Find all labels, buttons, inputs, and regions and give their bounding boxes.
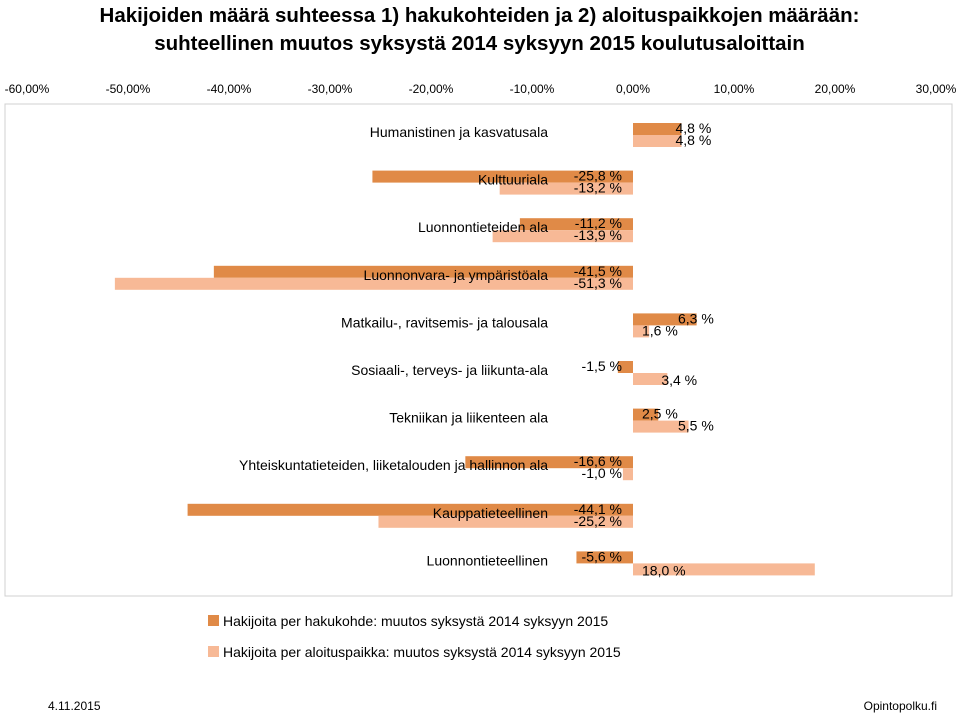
data-label: -1,5 % — [582, 358, 622, 374]
bar-series-1 — [213, 265, 633, 278]
data-label: 1,6 % — [642, 322, 678, 338]
bar-series-2 — [633, 135, 682, 147]
bar-series-2 — [114, 277, 634, 290]
chart-title-line-2: suhteellinen muutos syksystä 2014 syksyy… — [154, 32, 805, 55]
data-label: -16,6 % — [574, 453, 622, 469]
x-tick-label: -40,00% — [207, 82, 252, 96]
footer-date: 4.11.2015 — [48, 699, 101, 713]
data-label: 5,5 % — [678, 418, 714, 434]
category-labels: Humanistinen ja kasvatusala Kulttuuriala L… — [239, 124, 548, 568]
bars — [114, 123, 815, 576]
x-axis-tick-labels: -60,00% -50,00% -40,00% -30,00% -20,00% -10,0… — [5, 82, 957, 96]
legend-swatch-series-2 — [208, 646, 219, 657]
chart-title-line-1: Hakijoiden määrä suhteessa 1) hakukohtei… — [99, 4, 860, 27]
bar-series-1 — [617, 361, 633, 373]
bar-series-1 — [633, 123, 682, 135]
bar-series-1 — [465, 456, 633, 469]
category-label: Yhteiskuntatieteiden, liiketalouden ja h… — [239, 457, 548, 473]
footer-source: Opintopolku.fi — [863, 699, 937, 713]
bar-series-2 — [492, 230, 633, 243]
legend-label-series-2: Hakijoita per aloituspaikka: muutos syks… — [223, 644, 621, 660]
category-label: Kauppatieteellinen — [433, 505, 548, 521]
legend-swatch-series-1 — [208, 615, 219, 626]
plot-area-border — [4, 103, 953, 597]
category-label: Humanistinen ja kasvatusala — [370, 124, 548, 140]
data-label: -25,8 % — [574, 168, 622, 184]
x-tick-label: -50,00% — [106, 82, 151, 96]
data-label: 18,0 % — [642, 562, 686, 578]
bar-series-1 — [372, 170, 633, 183]
x-tick-label: 10,00% — [714, 82, 755, 96]
data-labels: 4,8 %4,8 % -25,8 %-13,2 % -11,2 %-13,9 % -4… — [574, 120, 714, 578]
bar-series-1 — [187, 503, 633, 516]
x-tick-label: -60,00% — [5, 82, 50, 96]
data-label: -5,6 % — [582, 548, 622, 564]
data-label: 4,8 % — [675, 132, 711, 148]
data-label: -25,2 % — [574, 513, 622, 529]
bar-series-2 — [633, 325, 650, 338]
category-label: Luonnonvara- ja ympäristöala — [364, 267, 549, 283]
bar-series-2 — [499, 182, 633, 195]
legend: Hakijoita per hakukohde: muutos syksystä… — [208, 613, 621, 660]
data-label: 3,4 % — [661, 372, 697, 388]
x-tick-label: -20,00% — [409, 82, 454, 96]
x-tick-label: 0,00% — [616, 82, 650, 96]
plot-frame — [4, 103, 953, 597]
category-label: Matkailu-, ravitsemis- ja talousala — [341, 314, 548, 330]
data-label: -13,9 % — [574, 227, 622, 243]
data-label: 6,3 % — [678, 310, 714, 326]
bar-series-2 — [378, 515, 633, 528]
bar-series-1 — [519, 218, 633, 231]
bar-series-2 — [622, 468, 633, 481]
category-label: Luonnontieteiden ala — [418, 219, 548, 235]
x-tick-label: -30,00% — [308, 82, 353, 96]
bar-series-1 — [576, 551, 633, 564]
category-label: Kulttuuriala — [478, 172, 548, 188]
data-label: 2,5 % — [642, 406, 678, 422]
data-label: -13,2 % — [574, 180, 622, 196]
bar-series-1 — [633, 313, 697, 326]
x-tick-label: 30,00% — [916, 82, 957, 96]
bar-series-2 — [633, 563, 815, 576]
bar-series-2 — [633, 373, 668, 385]
category-label: Luonnontieteellinen — [427, 552, 548, 568]
data-label: 4,8 % — [675, 120, 711, 136]
category-label: Tekniikan ja liikenteen ala — [389, 410, 548, 426]
bar-series-2 — [633, 420, 689, 433]
data-label: -1,0 % — [582, 465, 622, 481]
bar-series-1 — [633, 408, 659, 421]
x-tick-label: -10,00% — [510, 82, 555, 96]
data-label: -41,5 % — [574, 263, 622, 279]
legend-label-series-1: Hakijoita per hakukohde: muutos syksystä… — [223, 613, 608, 629]
category-label: Sosiaali-, terveys- ja liikunta-ala — [351, 362, 548, 378]
data-label: -11,2 % — [575, 215, 622, 231]
x-tick-label: 20,00% — [815, 82, 856, 96]
data-label: -51,3 % — [574, 275, 622, 291]
data-label: -44,1 % — [574, 501, 622, 517]
bar-chart: -60,00% -50,00% -40,00% -30,00% -20,00% -10,0… — [4, 82, 957, 660]
